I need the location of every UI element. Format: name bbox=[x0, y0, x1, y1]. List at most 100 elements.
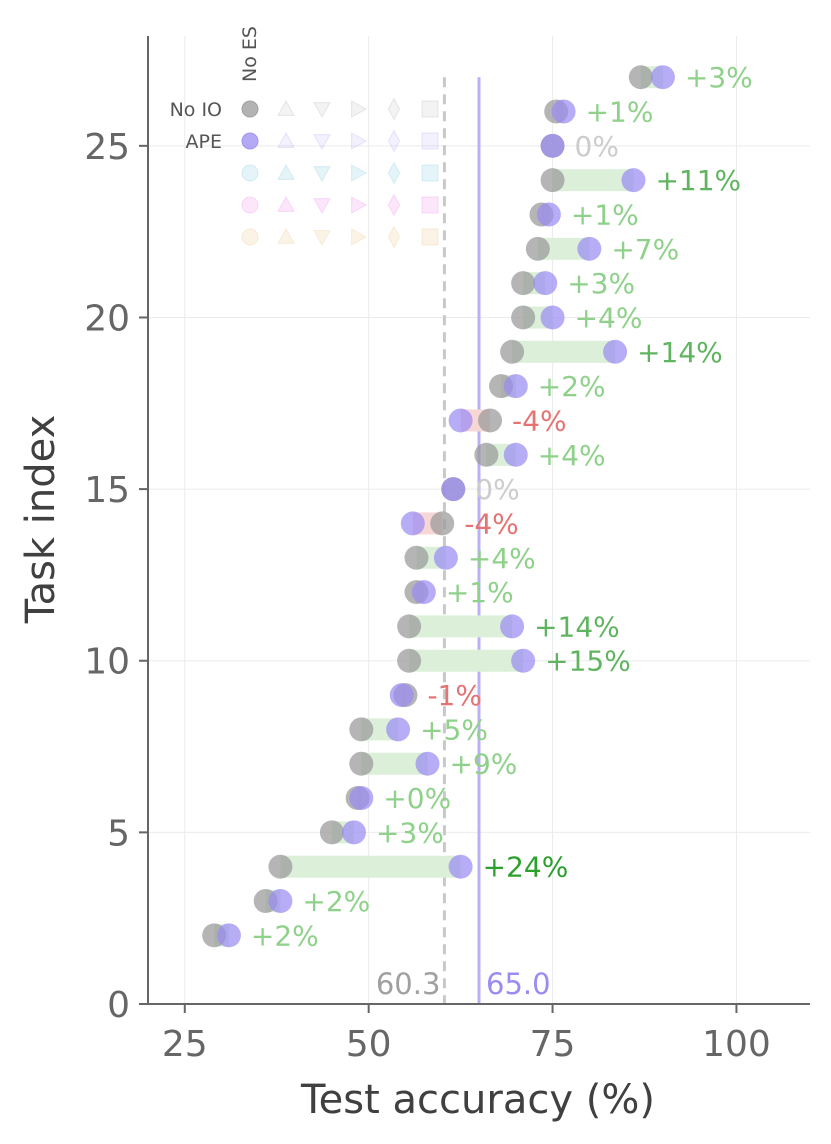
legend-marker bbox=[351, 100, 368, 118]
legend-marker bbox=[421, 164, 439, 182]
ape-point bbox=[503, 442, 528, 467]
legend: No ES No IO APE bbox=[170, 26, 439, 249]
legend-marker bbox=[351, 164, 368, 182]
ape-point bbox=[400, 511, 425, 536]
no-io-point bbox=[474, 442, 499, 467]
delta-label: -4% bbox=[512, 404, 567, 437]
legend-marker bbox=[277, 195, 295, 212]
no-io-point bbox=[511, 271, 536, 296]
ape-point bbox=[411, 580, 436, 605]
delta-label: +2% bbox=[251, 919, 319, 952]
reference-value-label: 65.0 bbox=[486, 967, 551, 1001]
delta-bar bbox=[409, 615, 513, 638]
no-io-point bbox=[430, 511, 455, 536]
no-io-point bbox=[540, 168, 565, 193]
ape-point bbox=[603, 339, 628, 364]
legend-marker bbox=[313, 166, 331, 183]
delta-label: +1% bbox=[586, 96, 654, 129]
ape-point bbox=[415, 751, 440, 776]
delta-label: +5% bbox=[420, 713, 488, 746]
no-io-point bbox=[500, 339, 525, 364]
no-io-point bbox=[397, 648, 422, 673]
ape-point bbox=[349, 786, 374, 811]
x-tick-label: 50 bbox=[346, 1024, 392, 1065]
legend-marker bbox=[421, 196, 439, 214]
ape-point bbox=[386, 717, 411, 742]
delta-label: +2% bbox=[538, 370, 606, 403]
delta-label: +4% bbox=[575, 301, 643, 334]
delta-label: +3% bbox=[567, 267, 635, 300]
legend-marker bbox=[313, 198, 331, 215]
y-tick-label: 20 bbox=[84, 298, 130, 339]
no-io-point bbox=[511, 305, 536, 330]
ape-point bbox=[540, 305, 565, 330]
delta-label: +1% bbox=[571, 198, 639, 231]
legend-marker bbox=[241, 100, 259, 118]
legend-marker bbox=[277, 131, 295, 148]
no-io-point bbox=[478, 408, 503, 433]
legend-marker bbox=[313, 102, 331, 119]
legend-marker bbox=[387, 193, 401, 217]
no-io-point bbox=[404, 545, 429, 570]
y-tick-label: 5 bbox=[107, 813, 130, 854]
ape-point bbox=[448, 408, 473, 433]
x-tick-label: 75 bbox=[530, 1024, 576, 1065]
y-tick-label: 10 bbox=[84, 642, 130, 683]
legend-marker bbox=[351, 132, 368, 150]
ape-point bbox=[536, 202, 561, 227]
legend-marker bbox=[277, 227, 295, 244]
axes: 25 50 75 100 0 5 10 15 20 25 bbox=[84, 36, 810, 1065]
delta-bar bbox=[537, 237, 590, 260]
delta-label: +9% bbox=[450, 748, 518, 781]
ape-point bbox=[448, 854, 473, 879]
x-tick-label: 25 bbox=[162, 1024, 208, 1065]
delta-label: +4% bbox=[468, 542, 536, 575]
legend-label: No IO bbox=[170, 99, 222, 121]
delta-bar bbox=[409, 649, 524, 672]
y-tick-label: 25 bbox=[84, 127, 130, 168]
delta-bar bbox=[361, 752, 428, 775]
data-points bbox=[202, 65, 675, 948]
legend-marker bbox=[241, 196, 259, 214]
legend-marker bbox=[421, 132, 439, 150]
no-io-point bbox=[268, 854, 293, 879]
legend-marker bbox=[387, 129, 401, 153]
legend-marker bbox=[421, 228, 439, 246]
delta-label: -1% bbox=[427, 679, 482, 712]
x-tick-label: 100 bbox=[702, 1024, 771, 1065]
delta-label: +3% bbox=[376, 816, 444, 849]
ape-point bbox=[433, 545, 458, 570]
y-tick-label: 0 bbox=[107, 985, 130, 1026]
delta-label: +14% bbox=[534, 610, 620, 643]
y-axis-label: Task index bbox=[18, 415, 64, 624]
delta-label: +11% bbox=[655, 164, 741, 197]
no-io-point bbox=[349, 717, 374, 742]
legend-marker bbox=[241, 228, 259, 246]
reference-value-label: 60.3 bbox=[376, 967, 441, 1001]
ape-point bbox=[441, 477, 466, 502]
ape-point bbox=[511, 648, 536, 673]
ape-point bbox=[341, 820, 366, 845]
reference-lines: 60.3 65.0 bbox=[376, 77, 551, 1004]
legend-marker bbox=[421, 100, 439, 118]
delta-label: +1% bbox=[446, 576, 514, 609]
ape-point bbox=[540, 133, 565, 158]
ape-point bbox=[503, 374, 528, 399]
delta-label: +24% bbox=[483, 851, 569, 884]
y-tick-label: 15 bbox=[84, 470, 130, 511]
legend-marker bbox=[277, 163, 295, 180]
legend-marker bbox=[277, 99, 295, 116]
ape-point bbox=[268, 889, 293, 914]
legend-marker bbox=[313, 230, 331, 247]
ape-point bbox=[533, 271, 558, 296]
no-io-point bbox=[319, 820, 344, 845]
ape-point bbox=[389, 683, 414, 708]
delta-label: +7% bbox=[611, 233, 679, 266]
legend-marker bbox=[241, 164, 259, 182]
delta-label: +4% bbox=[538, 439, 606, 472]
delta-label: +15% bbox=[545, 645, 631, 678]
legend-column-header: No ES bbox=[239, 26, 261, 82]
ape-point bbox=[577, 236, 602, 261]
delta-bar bbox=[552, 169, 634, 192]
